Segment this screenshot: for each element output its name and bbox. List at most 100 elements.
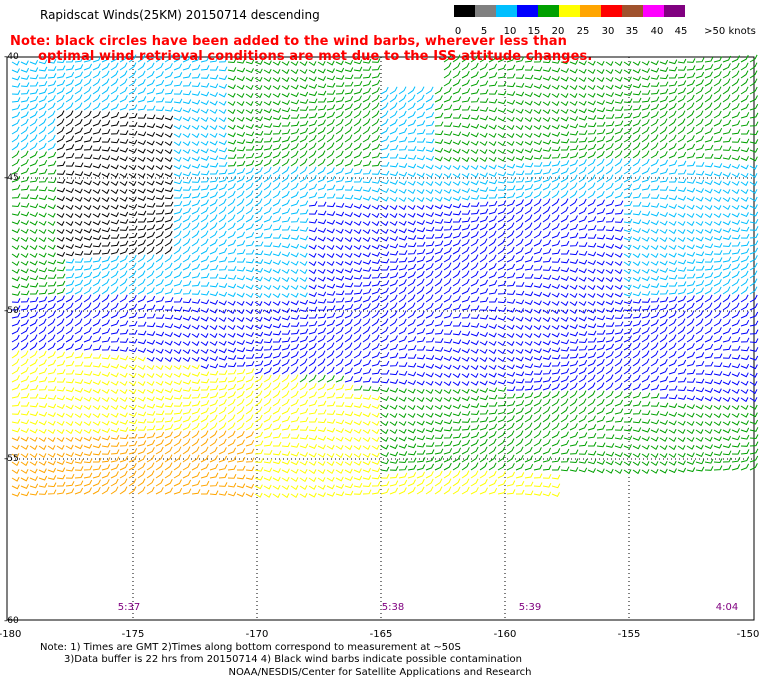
wind-barb — [308, 252, 317, 258]
wind-barb — [542, 300, 551, 306]
wind-barb — [209, 230, 218, 239]
wind-barb — [92, 242, 102, 248]
wind-barb — [281, 166, 290, 175]
wind-barb — [452, 131, 462, 137]
wind-barb — [668, 95, 677, 103]
wind-barb — [83, 56, 93, 63]
wind-barb — [353, 95, 362, 103]
wind-barb — [551, 422, 560, 431]
wind-barb — [164, 478, 173, 487]
wind-barb — [254, 145, 264, 151]
wind-barb — [677, 58, 687, 64]
wind-barb — [164, 279, 174, 287]
wind-barb — [533, 274, 543, 280]
wind-barb — [524, 214, 533, 223]
wind-barb — [605, 425, 615, 431]
wind-barb — [380, 294, 389, 303]
wind-barb — [101, 204, 110, 210]
wind-barb — [587, 468, 596, 473]
wind-barb — [182, 148, 191, 154]
wind-barb — [227, 154, 237, 159]
wind-barb — [272, 251, 282, 257]
wind-barb — [326, 253, 335, 259]
wind-barb — [344, 168, 354, 175]
wind-barb — [308, 236, 317, 242]
wind-barb — [749, 204, 758, 210]
wind-barb — [731, 103, 740, 111]
wind-barb — [587, 285, 596, 291]
wind-barb — [488, 172, 497, 177]
wind-barb — [254, 293, 263, 299]
wind-barb — [281, 359, 290, 367]
wind-barb — [137, 381, 146, 387]
wind-barb — [380, 213, 389, 219]
wind-barb — [470, 478, 479, 487]
wind-barb — [119, 103, 129, 111]
wind-barb — [110, 311, 119, 319]
wind-barb — [29, 88, 39, 95]
wind-barb — [344, 282, 354, 288]
wind-barb — [596, 208, 606, 215]
wind-barb — [398, 264, 408, 271]
wind-barb — [83, 458, 93, 464]
wind-barb — [56, 126, 65, 135]
wind-barb — [542, 139, 552, 145]
wind-barb — [506, 125, 515, 131]
wind-barb — [263, 250, 273, 256]
wind-barb — [533, 214, 542, 223]
wind-barb — [326, 444, 335, 450]
wind-barb — [182, 107, 192, 113]
wind-barb — [542, 332, 551, 338]
wind-barb — [110, 181, 119, 187]
wind-barb — [83, 228, 92, 234]
wind-barb — [389, 361, 399, 367]
wind-barb — [623, 76, 632, 82]
wind-barb — [398, 465, 408, 471]
wind-barb — [173, 340, 182, 346]
wind-barb — [461, 105, 471, 111]
wind-barb — [497, 215, 506, 223]
wind-barb — [191, 438, 200, 447]
wind-barb — [209, 148, 218, 153]
wind-barb — [560, 59, 570, 65]
wind-barb — [119, 112, 129, 119]
wind-barb — [677, 195, 687, 201]
wind-barb — [65, 126, 74, 135]
wind-barb — [713, 335, 723, 343]
wind-barb — [677, 266, 687, 272]
wind-barb — [326, 245, 335, 251]
wind-barb — [587, 352, 597, 359]
wind-barb — [11, 444, 20, 450]
wind-barb — [605, 314, 615, 320]
wind-barb — [227, 101, 236, 107]
wind-barb — [641, 358, 650, 367]
wind-barb — [155, 348, 164, 354]
wind-barb — [92, 278, 101, 287]
wind-barb — [281, 442, 291, 448]
wind-barb — [731, 302, 740, 311]
wind-barb — [128, 113, 138, 119]
wind-barb — [29, 245, 38, 251]
wind-barb — [182, 357, 191, 363]
wind-barb — [713, 413, 722, 419]
wind-barb — [524, 348, 533, 354]
wind-barb — [695, 280, 705, 287]
wind-barb — [497, 222, 506, 231]
wind-barb — [623, 175, 632, 183]
wind-barb — [732, 345, 741, 351]
wind-barb — [596, 398, 605, 407]
wind-barb — [659, 151, 668, 159]
wind-barb — [128, 247, 137, 255]
wind-barb — [461, 140, 470, 146]
wind-barb — [489, 297, 498, 303]
wind-barb — [110, 270, 119, 279]
wind-barb — [398, 294, 407, 303]
wind-barb — [353, 118, 362, 127]
wind-barb — [695, 444, 704, 450]
wind-barb — [344, 318, 353, 327]
wind-barb — [650, 334, 659, 343]
wind-barb — [290, 366, 299, 375]
wind-barb — [488, 306, 498, 312]
wind-barb — [533, 317, 542, 323]
wind-barb — [128, 389, 137, 395]
